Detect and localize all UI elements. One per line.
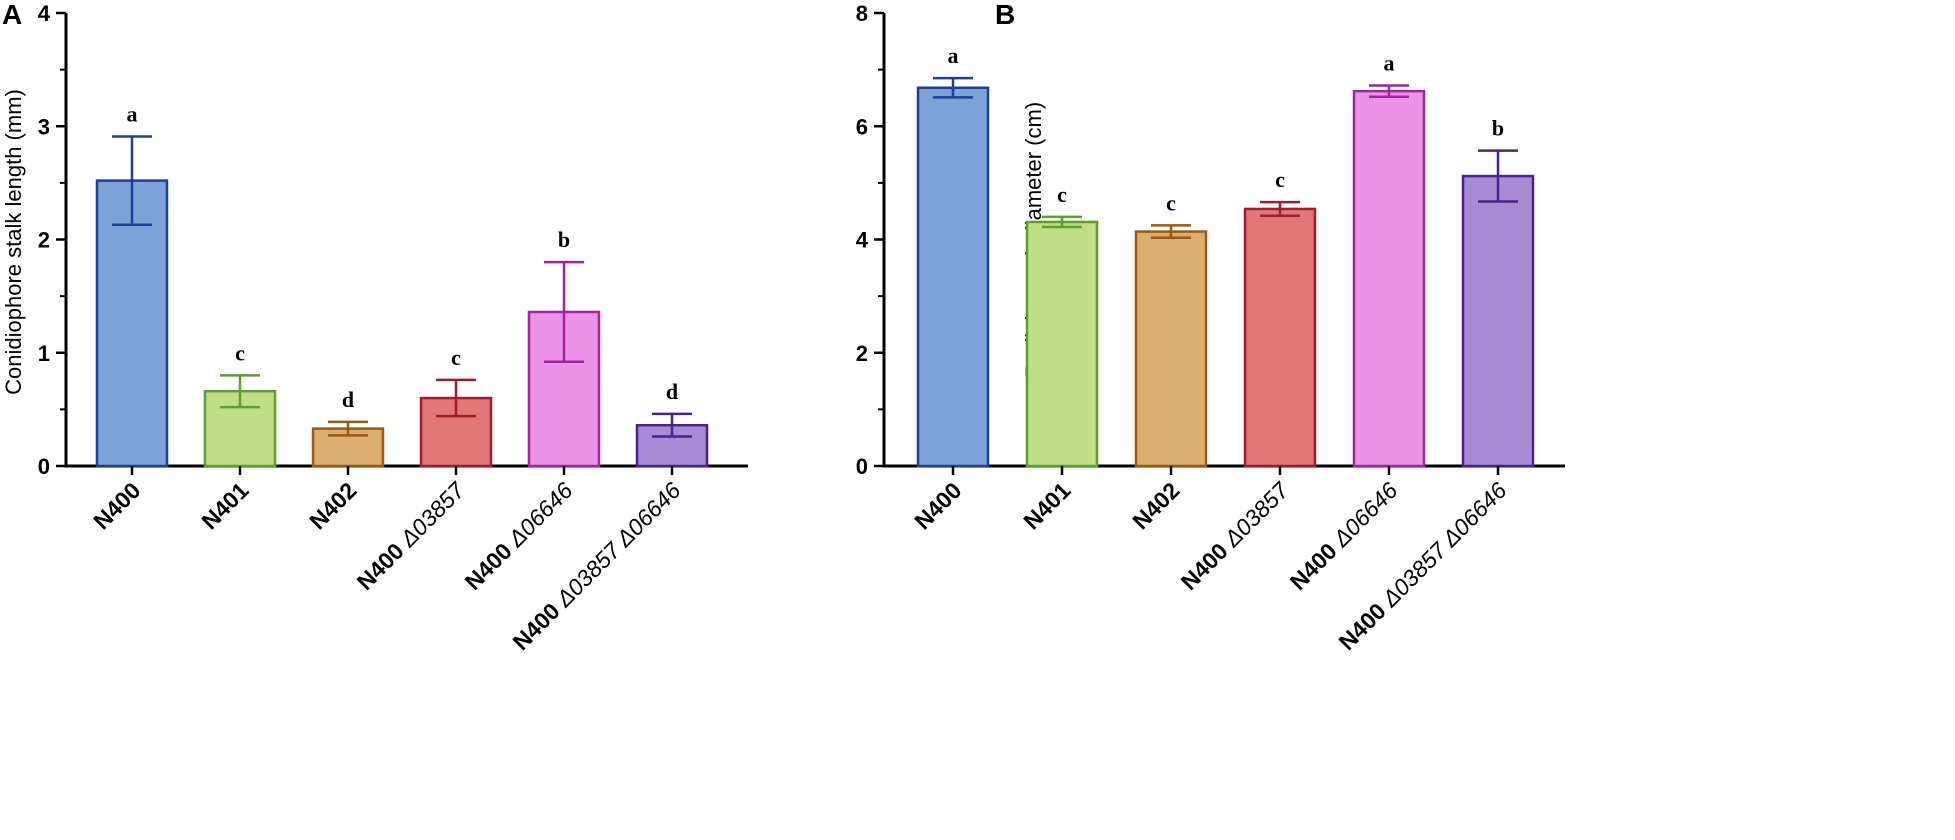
panel-b-category-label: N402	[1127, 477, 1184, 534]
panel-b-category-strain: N400	[909, 477, 966, 534]
panel-b-category-mutation: Δ03857	[1214, 476, 1294, 556]
panel-b-y-tick-label: 2	[856, 341, 868, 366]
panel-b-significance-label: b	[1492, 116, 1504, 141]
panel-a-category-label: N402	[304, 477, 361, 534]
panel-b-bar	[1461, 174, 1535, 468]
panel-b-significance-label: a	[1384, 50, 1395, 75]
panel-a-category-label: N400 Δ06646	[460, 477, 578, 595]
panel-a-y-tick-label: 4	[38, 1, 51, 26]
panel-b-bar	[1243, 207, 1317, 468]
panel-b-category-label: N400 Δ03857	[1176, 476, 1295, 595]
panel-a-category-strain: N402	[304, 477, 361, 534]
panel-a-category-mutation: Δ06646	[498, 477, 577, 556]
panel-b-category-mutation: Δ06646	[1323, 477, 1402, 556]
panel-a-y-tick-label: 2	[38, 228, 50, 253]
panel-a-y-tick-label: 3	[38, 114, 50, 139]
panel-a-significance-label: a	[127, 101, 138, 126]
panel-b-significance-label: c	[1057, 182, 1067, 207]
panel-a-y-tick-label: 1	[38, 341, 50, 366]
panel-b-category-strain: N401	[1018, 477, 1075, 534]
panel-a-label: A	[2, 0, 22, 30]
panel-b-y-tick-label: 4	[856, 228, 869, 253]
panel-a-significance-label: c	[235, 340, 245, 365]
panel-b-category-label: N400 Δ06646	[1285, 477, 1403, 595]
panel-b-significance-label: c	[1166, 190, 1176, 215]
panel-a-significance-label: d	[666, 379, 678, 404]
panel-a-significance-label: b	[558, 227, 570, 252]
panel-b-y-tick-label: 8	[856, 1, 868, 26]
panel-a-category-mutation: Δ03857	[390, 476, 470, 556]
panel-a-category-label: N400	[88, 477, 145, 534]
panel-a-bar	[95, 179, 169, 468]
panel-b-significance-label: a	[948, 43, 959, 68]
panel-a-y-axis-title: Conidiophore stalk length (mm)	[1, 89, 26, 395]
panel-b-label: B	[995, 0, 1015, 30]
panel-a-significance-label: c	[451, 345, 461, 370]
panel-b-y-tick-label: 0	[856, 454, 868, 479]
panel-b-category-label: N401	[1018, 477, 1075, 534]
panel-b: B Radial growth diameter (cm) 02468aN400…	[856, 0, 1565, 655]
panel-a-category-strain: N401	[196, 477, 253, 534]
panel-b-y-tick-label: 6	[856, 114, 868, 139]
panel-a-category-label: N400 Δ03857	[352, 476, 471, 595]
panel-a-category-strain: N400	[88, 477, 145, 534]
panel-a-y-tick-label: 0	[38, 454, 50, 479]
panel-a-significance-label: d	[342, 387, 354, 412]
panel-b-bar	[1025, 220, 1099, 468]
panel-b-bar	[1134, 230, 1208, 468]
panel-b-bar	[1352, 89, 1426, 468]
panel-b-significance-label: c	[1275, 167, 1285, 192]
panel-b-category-strain: N402	[1127, 477, 1184, 534]
panel-a-category-label: N401	[196, 477, 253, 534]
panel-a: A Conidiophore stalk length (mm) 0 1 2 3 4 a N…	[1, 0, 748, 655]
panel-b-bar	[916, 86, 990, 468]
panel-b-category-label: N400	[909, 477, 966, 534]
